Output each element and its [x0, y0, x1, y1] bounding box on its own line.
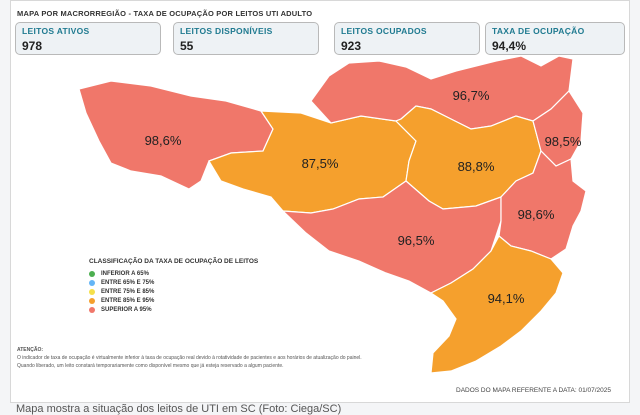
legend-title: CLASSIFICAÇÃO DA TAXA DE OCUPAÇÃO DE LEI…	[89, 258, 259, 265]
kpi-value: 978	[22, 39, 43, 53]
legend-swatch	[89, 307, 95, 313]
kpi-label: LEITOS OCUPADOS	[341, 26, 427, 36]
region-label-sul: 94,1%	[488, 291, 525, 306]
region-label-serra: 88,8%	[458, 159, 495, 174]
legend-item: ENTRE 85% E 95%	[89, 298, 258, 304]
kpi-card-leitos-ocupados: LEITOS OCUPADOS 923	[334, 22, 480, 55]
legend-swatch	[89, 289, 95, 295]
kpi-card-leitos-disponiveis: LEITOS DISPONÍVEIS 55	[173, 22, 319, 55]
legend-label: ENTRE 75% E 85%	[101, 289, 155, 295]
legend-label: ENTRE 85% E 95%	[101, 298, 155, 304]
legend-item: ENTRE 75% E 85%	[89, 289, 258, 295]
attention-note: ATENÇÃO: O indicador de taxa de ocupação…	[17, 346, 537, 370]
legend-swatch	[89, 271, 95, 277]
kpi-value: 923	[341, 39, 362, 53]
region-label-centro-sul: 96,5%	[398, 233, 435, 248]
data-date-note: DADOS DO MAPA REFERENTE A DATA: 01/07/20…	[456, 387, 611, 394]
attention-header: ATENÇÃO:	[17, 347, 44, 353]
region-label-norte: 98,5%	[545, 134, 582, 149]
dashboard-panel: MAPA POR MACRORREGIÃO - TAXA DE OCUPAÇÃO…	[10, 0, 630, 403]
legend-item: SUPERIOR A 95%	[89, 307, 258, 313]
legend-item: ENTRE 65% E 75%	[89, 280, 258, 286]
attention-line: O indicador de taxa de ocupação é virtua…	[17, 355, 362, 361]
region-label-oeste: 98,6%	[145, 133, 182, 148]
legend-swatch	[89, 298, 95, 304]
kpi-value: 94,4%	[492, 39, 527, 53]
region-label-meio-oeste: 87,5%	[302, 156, 339, 171]
region-label-grande-florianopolis: 98,6%	[518, 207, 555, 222]
attention-line: Quando liberado, um leito constará tempo…	[17, 363, 284, 369]
legend-item: INFERIOR A 65%	[89, 271, 258, 277]
kpi-label: TAXA DE OCUPAÇÃO	[492, 26, 585, 36]
page-title: MAPA POR MACRORREGIÃO - TAXA DE OCUPAÇÃO…	[17, 9, 313, 18]
kpi-card-taxa-ocupacao: TAXA DE OCUPAÇÃO 94,4%	[485, 22, 625, 55]
kpi-label: LEITOS DISPONÍVEIS	[180, 26, 273, 36]
legend-swatch	[89, 280, 95, 286]
legend-label: ENTRE 65% E 75%	[101, 280, 155, 286]
kpi-card-leitos-ativos: LEITOS ATIVOS 978	[15, 22, 161, 55]
photo-caption: Mapa mostra a situação dos leitos de UTI…	[16, 403, 342, 415]
map-legend: CLASSIFICAÇÃO DA TAXA DE OCUPAÇÃO DE LEI…	[89, 258, 258, 316]
kpi-label: LEITOS ATIVOS	[22, 26, 90, 36]
legend-label: INFERIOR A 65%	[101, 271, 149, 277]
region-sul[interactable]	[429, 235, 564, 374]
region-grande-florianopolis[interactable]	[498, 149, 587, 260]
kpi-value: 55	[180, 39, 194, 53]
santa-catarina-map: 98,6% 87,5% 96,7% 88,8% 98,5% 96,5% 98,6…	[78, 56, 587, 374]
legend-label: SUPERIOR A 95%	[101, 307, 152, 313]
region-label-planalto-norte: 96,7%	[453, 88, 490, 103]
